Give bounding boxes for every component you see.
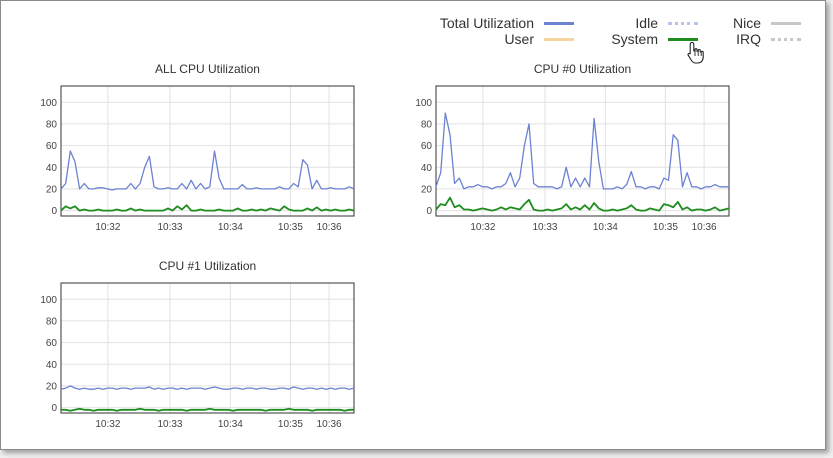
series-line-total-utilization (60, 150, 355, 191)
y-tick-label: 60 (46, 141, 58, 152)
legend-item-idle[interactable]: Idle (578, 15, 698, 31)
legend-swatch (771, 22, 801, 25)
y-tick-label: 60 (421, 141, 433, 152)
x-tick-label: 10:35 (653, 222, 678, 233)
chart-title: ALL CPU Utilization (155, 62, 260, 76)
y-tick-label: 100 (40, 295, 57, 306)
legend-item-nice[interactable]: Nice (701, 15, 801, 31)
y-tick-label: 100 (415, 98, 432, 109)
legend-swatch (771, 38, 801, 41)
legend: Total Utilization User Idle System Nice … (1, 1, 825, 61)
legend-swatch (544, 38, 574, 41)
legend-label: Idle (635, 15, 658, 31)
y-tick-label: 40 (46, 360, 58, 371)
legend-item-user[interactable]: User (374, 31, 574, 47)
y-tick-label: 0 (426, 206, 432, 217)
plot-area (436, 86, 729, 216)
legend-label: Total Utilization (439, 15, 534, 31)
y-tick-label: 0 (51, 206, 57, 217)
plot-frame (435, 85, 730, 217)
x-tick-label: 10:34 (218, 419, 243, 430)
x-tick-label: 10:33 (157, 222, 182, 233)
series-line-total-utilization (60, 385, 355, 390)
series-line-system (435, 196, 730, 212)
x-tick-label: 10:34 (593, 222, 618, 233)
legend-label: Nice (732, 15, 761, 31)
chart-cpu-0-utilization: CPU #0 Utilization 0 20 40 60 80 100 10:32 10:33… (396, 59, 731, 233)
y-tick-label: 40 (421, 163, 433, 174)
x-tick-label: 10:36 (317, 419, 342, 430)
chart-svg: ALL CPU Utilization 0 20 40 60 80 100 10:32 10:3… (40, 62, 355, 233)
x-tick-label: 10:32 (95, 419, 120, 430)
x-tick-label: 10:36 (317, 222, 342, 233)
x-tick-label: 10:32 (95, 222, 120, 233)
legend-item-total-utilization[interactable]: Total Utilization (374, 15, 574, 31)
legend-item-irq[interactable]: IRQ (701, 31, 801, 47)
legend-swatch (544, 22, 574, 25)
x-tick-label: 10:34 (218, 222, 243, 233)
cpu-utilization-panel: Total Utilization User Idle System Nice … (0, 0, 826, 450)
y-tick-label: 20 (46, 381, 58, 392)
y-tick-label: 0 (51, 403, 57, 414)
chart-all-cpu-utilization: ALL CPU Utilization 0 20 40 60 80 100 10:32 10:3… (21, 59, 356, 233)
plot-area (61, 86, 354, 216)
hand-cursor-icon (687, 41, 704, 64)
y-tick-label: 60 (46, 338, 58, 349)
x-tick-label: 10:36 (692, 222, 717, 233)
y-tick-label: 80 (46, 119, 58, 130)
x-tick-label: 10:35 (278, 419, 303, 430)
legend-swatch (668, 38, 698, 41)
series-line-system (61, 407, 354, 412)
legend-label: IRQ (736, 31, 761, 47)
series-line-system (60, 204, 355, 212)
chart-cpu-1-utilization: CPU #1 Utilization 0 20 40 60 80 100 10:32 10:33… (21, 256, 356, 430)
y-tick-label: 40 (46, 163, 58, 174)
plot-area (61, 283, 354, 413)
chart-title: CPU #0 Utilization (534, 62, 631, 76)
plot-frame (60, 282, 355, 414)
chart-svg: CPU #1 Utilization 0 20 40 60 80 100 10:32 10:33… (40, 259, 355, 430)
chart-svg: CPU #0 Utilization 0 20 40 60 80 100 10:32 10:33… (415, 62, 730, 233)
chart-title: CPU #1 Utilization (159, 259, 256, 273)
y-tick-label: 80 (421, 119, 433, 130)
series-line-total-utilization (435, 112, 729, 190)
x-tick-label: 10:33 (532, 222, 557, 233)
y-tick-label: 80 (46, 316, 58, 327)
plot-frame (60, 85, 355, 217)
legend-label: System (611, 31, 658, 47)
y-tick-label: 100 (40, 98, 57, 109)
legend-label: User (504, 31, 534, 47)
x-tick-label: 10:32 (470, 222, 495, 233)
x-tick-label: 10:33 (157, 419, 182, 430)
legend-swatch (668, 22, 698, 25)
legend-item-system[interactable]: System (578, 31, 698, 47)
y-tick-label: 20 (46, 184, 58, 195)
y-tick-label: 20 (421, 184, 433, 195)
x-tick-label: 10:35 (278, 222, 303, 233)
